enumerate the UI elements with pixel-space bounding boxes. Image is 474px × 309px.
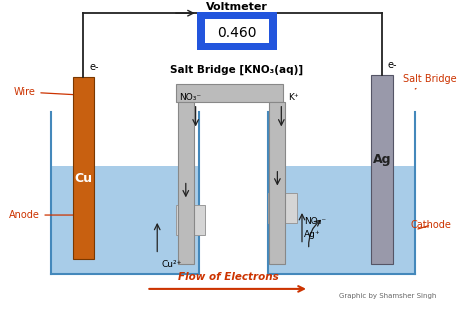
Text: Flow of Electrons: Flow of Electrons <box>178 272 279 282</box>
Text: e-: e- <box>388 60 397 70</box>
Bar <box>270 102 285 264</box>
Bar <box>178 102 194 264</box>
FancyBboxPatch shape <box>204 19 270 43</box>
FancyBboxPatch shape <box>197 12 277 49</box>
Text: Anode: Anode <box>9 210 91 220</box>
Bar <box>73 77 94 259</box>
Text: e-: e- <box>89 62 99 72</box>
Text: Cathode: Cathode <box>411 220 452 230</box>
Bar <box>371 75 392 264</box>
Bar <box>52 166 198 167</box>
Text: Ag⁺: Ag⁺ <box>304 230 320 239</box>
Text: Cu: Cu <box>74 171 92 184</box>
Bar <box>176 84 283 102</box>
Text: NO₃⁻: NO₃⁻ <box>179 93 201 102</box>
Text: Ag: Ag <box>373 153 391 166</box>
Text: 0.460: 0.460 <box>217 26 257 40</box>
Bar <box>176 205 206 235</box>
Text: Salt Bridge [KNO₃(aq)]: Salt Bridge [KNO₃(aq)] <box>171 65 303 75</box>
Text: Graphic by Shamsher Singh: Graphic by Shamsher Singh <box>339 293 437 299</box>
Bar <box>268 166 414 273</box>
Text: Wire: Wire <box>13 87 76 97</box>
Text: Cu²⁺: Cu²⁺ <box>161 260 182 269</box>
Text: Salt Bridge: Salt Bridge <box>403 74 456 89</box>
Bar <box>268 166 414 167</box>
Text: K⁺: K⁺ <box>288 93 299 102</box>
Bar <box>267 193 297 223</box>
Text: NO₃⁻: NO₃⁻ <box>304 218 326 226</box>
Text: Voltmeter: Voltmeter <box>206 2 268 12</box>
Bar <box>52 166 198 273</box>
